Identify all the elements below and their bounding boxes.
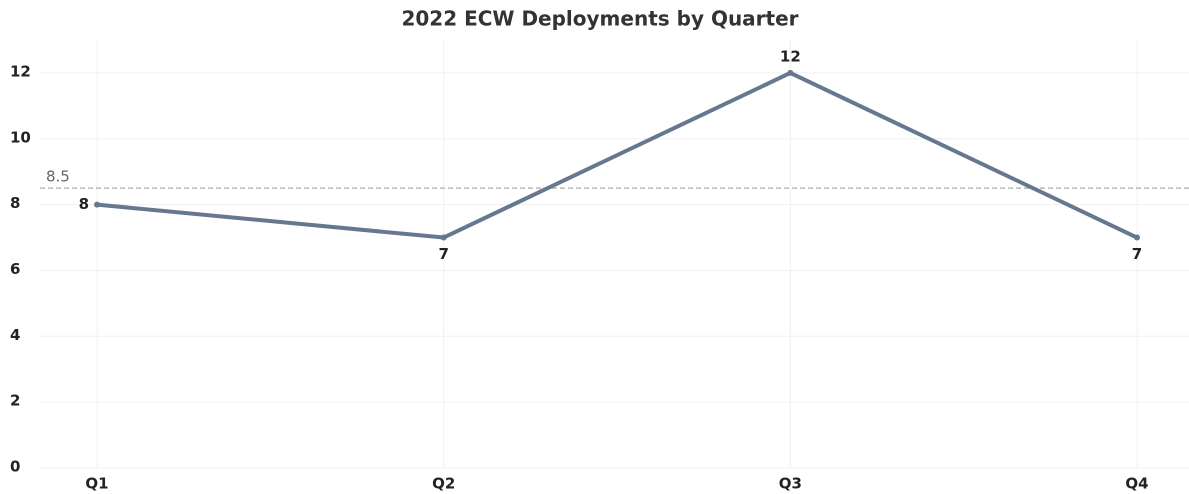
reference-label: 8.5 (46, 168, 70, 186)
data-point (440, 234, 447, 241)
data-point (787, 69, 794, 76)
y-tick-label: 0 (10, 458, 20, 476)
data-label: 7 (1132, 245, 1142, 263)
y-tick-label: 4 (10, 326, 20, 344)
y-tick-label: 12 (10, 62, 31, 80)
data-label: 8 (79, 195, 89, 213)
data-label: 7 (438, 245, 448, 263)
data-point (94, 201, 100, 208)
data-line (96, 70, 1138, 240)
y-tick-label: 10 (10, 128, 31, 146)
x-tick-label: Q3 (779, 475, 802, 493)
x-tick-label: Q4 (1125, 475, 1148, 493)
y-tick-label: 2 (10, 392, 20, 410)
data-point (1134, 234, 1140, 241)
x-tick-label: Q1 (85, 475, 108, 493)
data-label: 12 (780, 47, 801, 65)
y-tick-label: 6 (10, 260, 20, 278)
x-tick-label: Q2 (432, 475, 455, 493)
y-tick-label: 8 (10, 194, 20, 212)
chart-title: 2022 ECW Deployments by Quarter (401, 7, 798, 31)
